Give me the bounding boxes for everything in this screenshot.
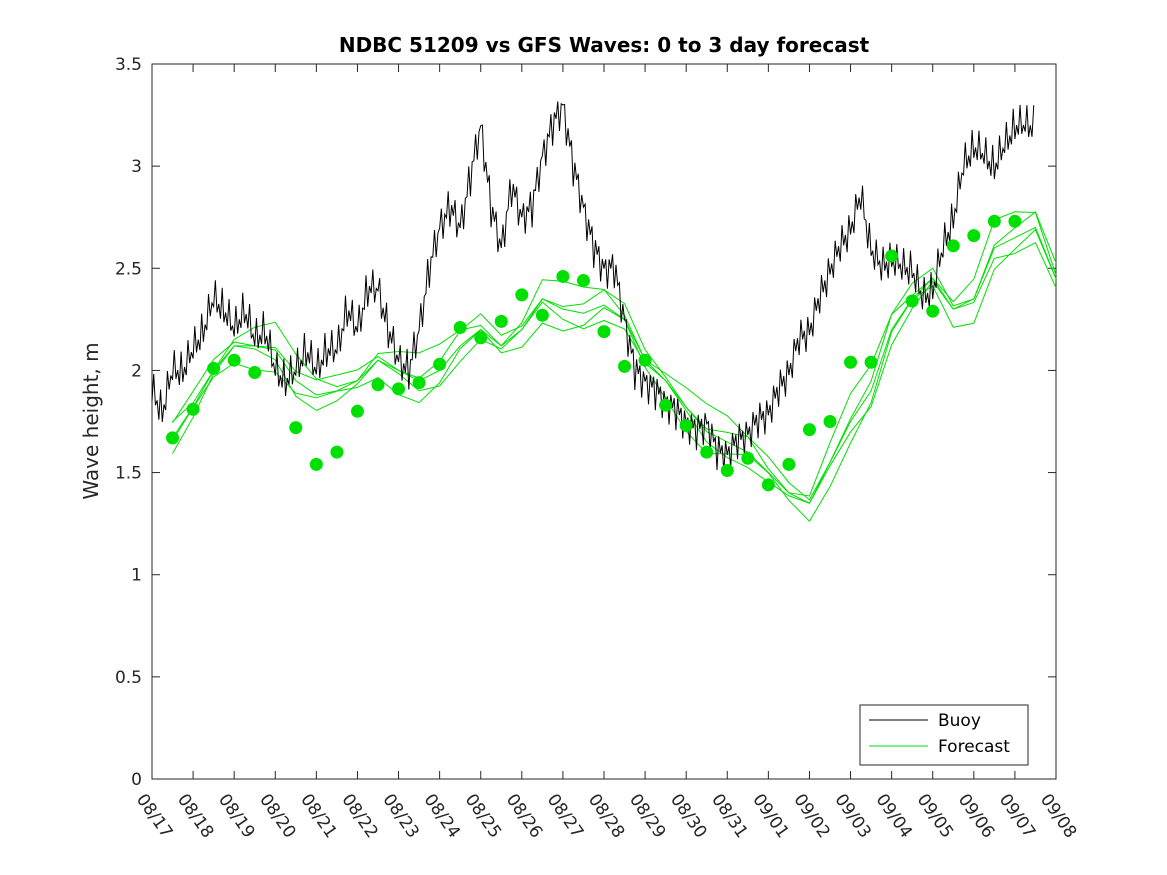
forecast-marker bbox=[1008, 214, 1022, 228]
forecast-marker bbox=[535, 308, 549, 322]
y-tick-label: 1.5 bbox=[115, 464, 142, 484]
forecast-marker bbox=[556, 269, 570, 283]
forecast-marker bbox=[515, 288, 529, 302]
forecast-marker bbox=[823, 415, 837, 428]
forecast-marker bbox=[576, 274, 590, 288]
forecast-marker bbox=[987, 214, 1001, 228]
plot-area bbox=[151, 63, 1057, 780]
forecast-marker bbox=[679, 419, 693, 433]
y-tick-label: 0.5 bbox=[115, 668, 142, 688]
forecast-marker bbox=[412, 376, 426, 390]
forecast-line bbox=[172, 211, 1057, 501]
forecast-marker bbox=[659, 398, 673, 412]
y-tick-label: 2 bbox=[131, 361, 142, 381]
forecast-marker bbox=[597, 325, 611, 339]
legend: Buoy Forecast bbox=[859, 704, 1029, 766]
buoy-line bbox=[151, 101, 1035, 473]
forecast-marker bbox=[392, 382, 406, 396]
legend-buoy-label: Buoy bbox=[938, 711, 981, 731]
forecast-marker bbox=[248, 365, 262, 379]
forecast-marker bbox=[905, 294, 919, 308]
forecast-marker bbox=[885, 249, 899, 263]
y-tick-label: 1 bbox=[131, 566, 142, 586]
y-tick-label: 0 bbox=[131, 770, 142, 790]
forecast-marker bbox=[330, 445, 344, 459]
y-tick-label: 3 bbox=[131, 157, 142, 177]
forecast-marker bbox=[864, 355, 878, 369]
forecast-marker bbox=[967, 229, 981, 243]
forecast-marker bbox=[433, 357, 447, 371]
forecast-marker bbox=[926, 304, 940, 318]
y-tick-label: 3.5 bbox=[115, 55, 142, 75]
forecast-marker bbox=[227, 353, 241, 367]
forecast-marker bbox=[371, 378, 385, 392]
legend-forecast-label: Forecast bbox=[938, 737, 1010, 757]
forecast-marker bbox=[186, 402, 200, 416]
forecast-line bbox=[172, 241, 1057, 504]
legend-box bbox=[859, 704, 1029, 766]
forecast-marker bbox=[700, 445, 714, 459]
forecast-marker bbox=[720, 464, 734, 478]
forecast-marker bbox=[453, 321, 467, 335]
forecast-marker bbox=[494, 314, 508, 328]
forecast-marker bbox=[946, 239, 960, 253]
forecast-marker bbox=[782, 457, 796, 471]
y-tick-label: 2.5 bbox=[115, 259, 142, 279]
forecast-marker bbox=[638, 353, 652, 367]
y-axis-label: Wave height, m bbox=[79, 342, 103, 499]
forecast-marker bbox=[802, 423, 816, 437]
forecast-marker bbox=[844, 355, 858, 369]
forecast-marker bbox=[350, 404, 364, 418]
forecast-marker bbox=[207, 361, 221, 375]
forecast-marker bbox=[618, 359, 632, 373]
forecast-marker bbox=[289, 421, 303, 435]
forecast-marker bbox=[166, 431, 180, 445]
series-layer bbox=[151, 101, 1057, 522]
forecast-marker bbox=[474, 331, 488, 345]
forecast-marker bbox=[309, 457, 323, 471]
chart-title: NDBC 51209 vs GFS Waves: 0 to 3 day fore… bbox=[339, 33, 870, 57]
forecast-marker bbox=[741, 451, 755, 465]
forecast-marker bbox=[761, 478, 775, 492]
y-axis: 0 0.5 1 1.5 2 2.5 3 3.5 bbox=[115, 55, 1056, 790]
